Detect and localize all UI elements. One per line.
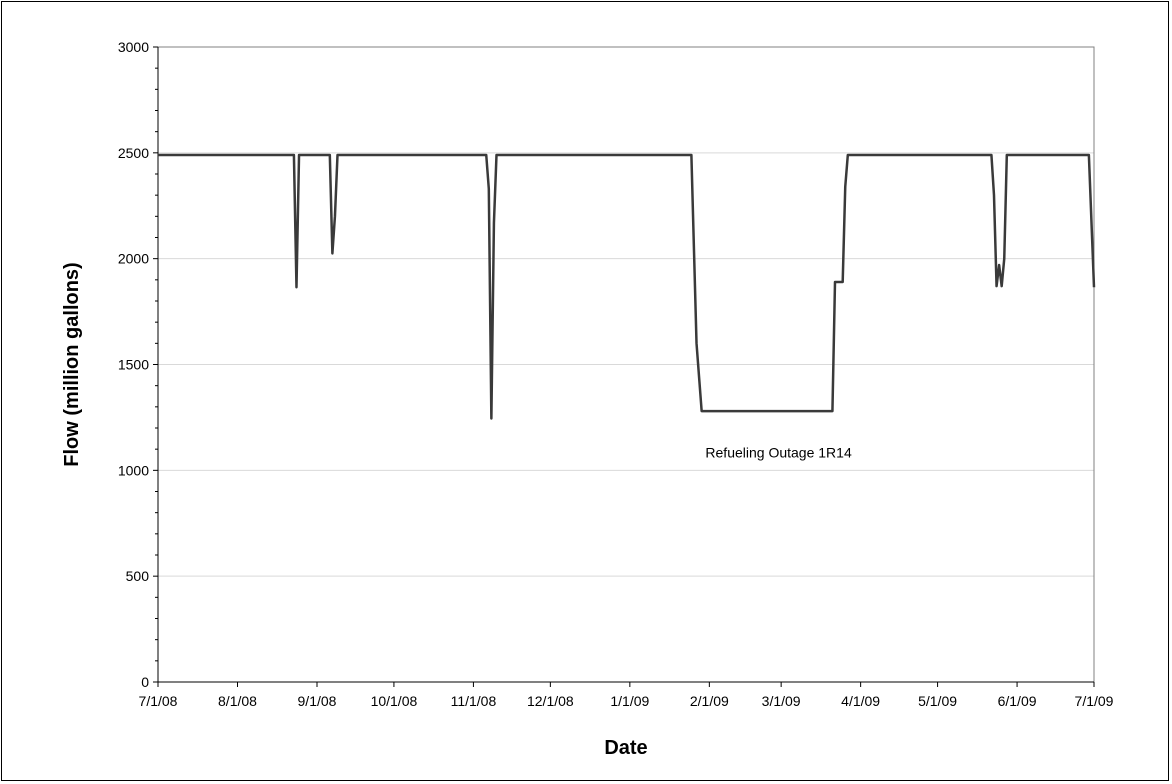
x-tick-label: 11/1/08 — [451, 693, 497, 709]
x-tick-label: 9/1/08 — [298, 693, 337, 709]
x-tick-label: 7/1/09 — [1075, 693, 1114, 709]
x-tick-label: 7/1/08 — [139, 693, 178, 709]
x-tick-label: 2/1/09 — [690, 693, 729, 709]
y-tick-label: 0 — [141, 674, 149, 690]
x-tick-label: 5/1/09 — [918, 693, 957, 709]
x-tick-label: 10/1/08 — [371, 693, 418, 709]
x-tick-label: 1/1/09 — [610, 693, 649, 709]
y-axis-ticks: 0 500 1000 1500 2000 2500 3000 — [118, 39, 159, 690]
y-tick-label: 1000 — [118, 462, 149, 478]
x-axis-title: Date — [604, 737, 647, 759]
series-line — [158, 153, 1096, 420]
y-tick-label: 2000 — [118, 251, 149, 267]
y-tick-label: 3000 — [118, 39, 149, 55]
x-tick-label: 12/1/08 — [527, 693, 574, 709]
x-tick-label: 8/1/08 — [218, 693, 257, 709]
y-tick-label: 500 — [126, 568, 150, 584]
y-tick-label: 2500 — [118, 145, 149, 161]
x-tick-label: 6/1/09 — [998, 693, 1037, 709]
y-tick-label: 1500 — [118, 357, 149, 373]
x-axis-ticks: 7/1/08 8/1/08 9/1/08 10/1/08 11/1/08 12/1/08 1… — [139, 681, 1114, 709]
annotation-refueling-outage: Refueling Outage 1R14 — [705, 445, 852, 461]
x-tick-label: 3/1/09 — [762, 693, 801, 709]
y-axis-title: Flow (million gallons) — [61, 262, 83, 466]
gridlines — [158, 152, 1094, 577]
x-tick-label: 4/1/09 — [841, 693, 880, 709]
